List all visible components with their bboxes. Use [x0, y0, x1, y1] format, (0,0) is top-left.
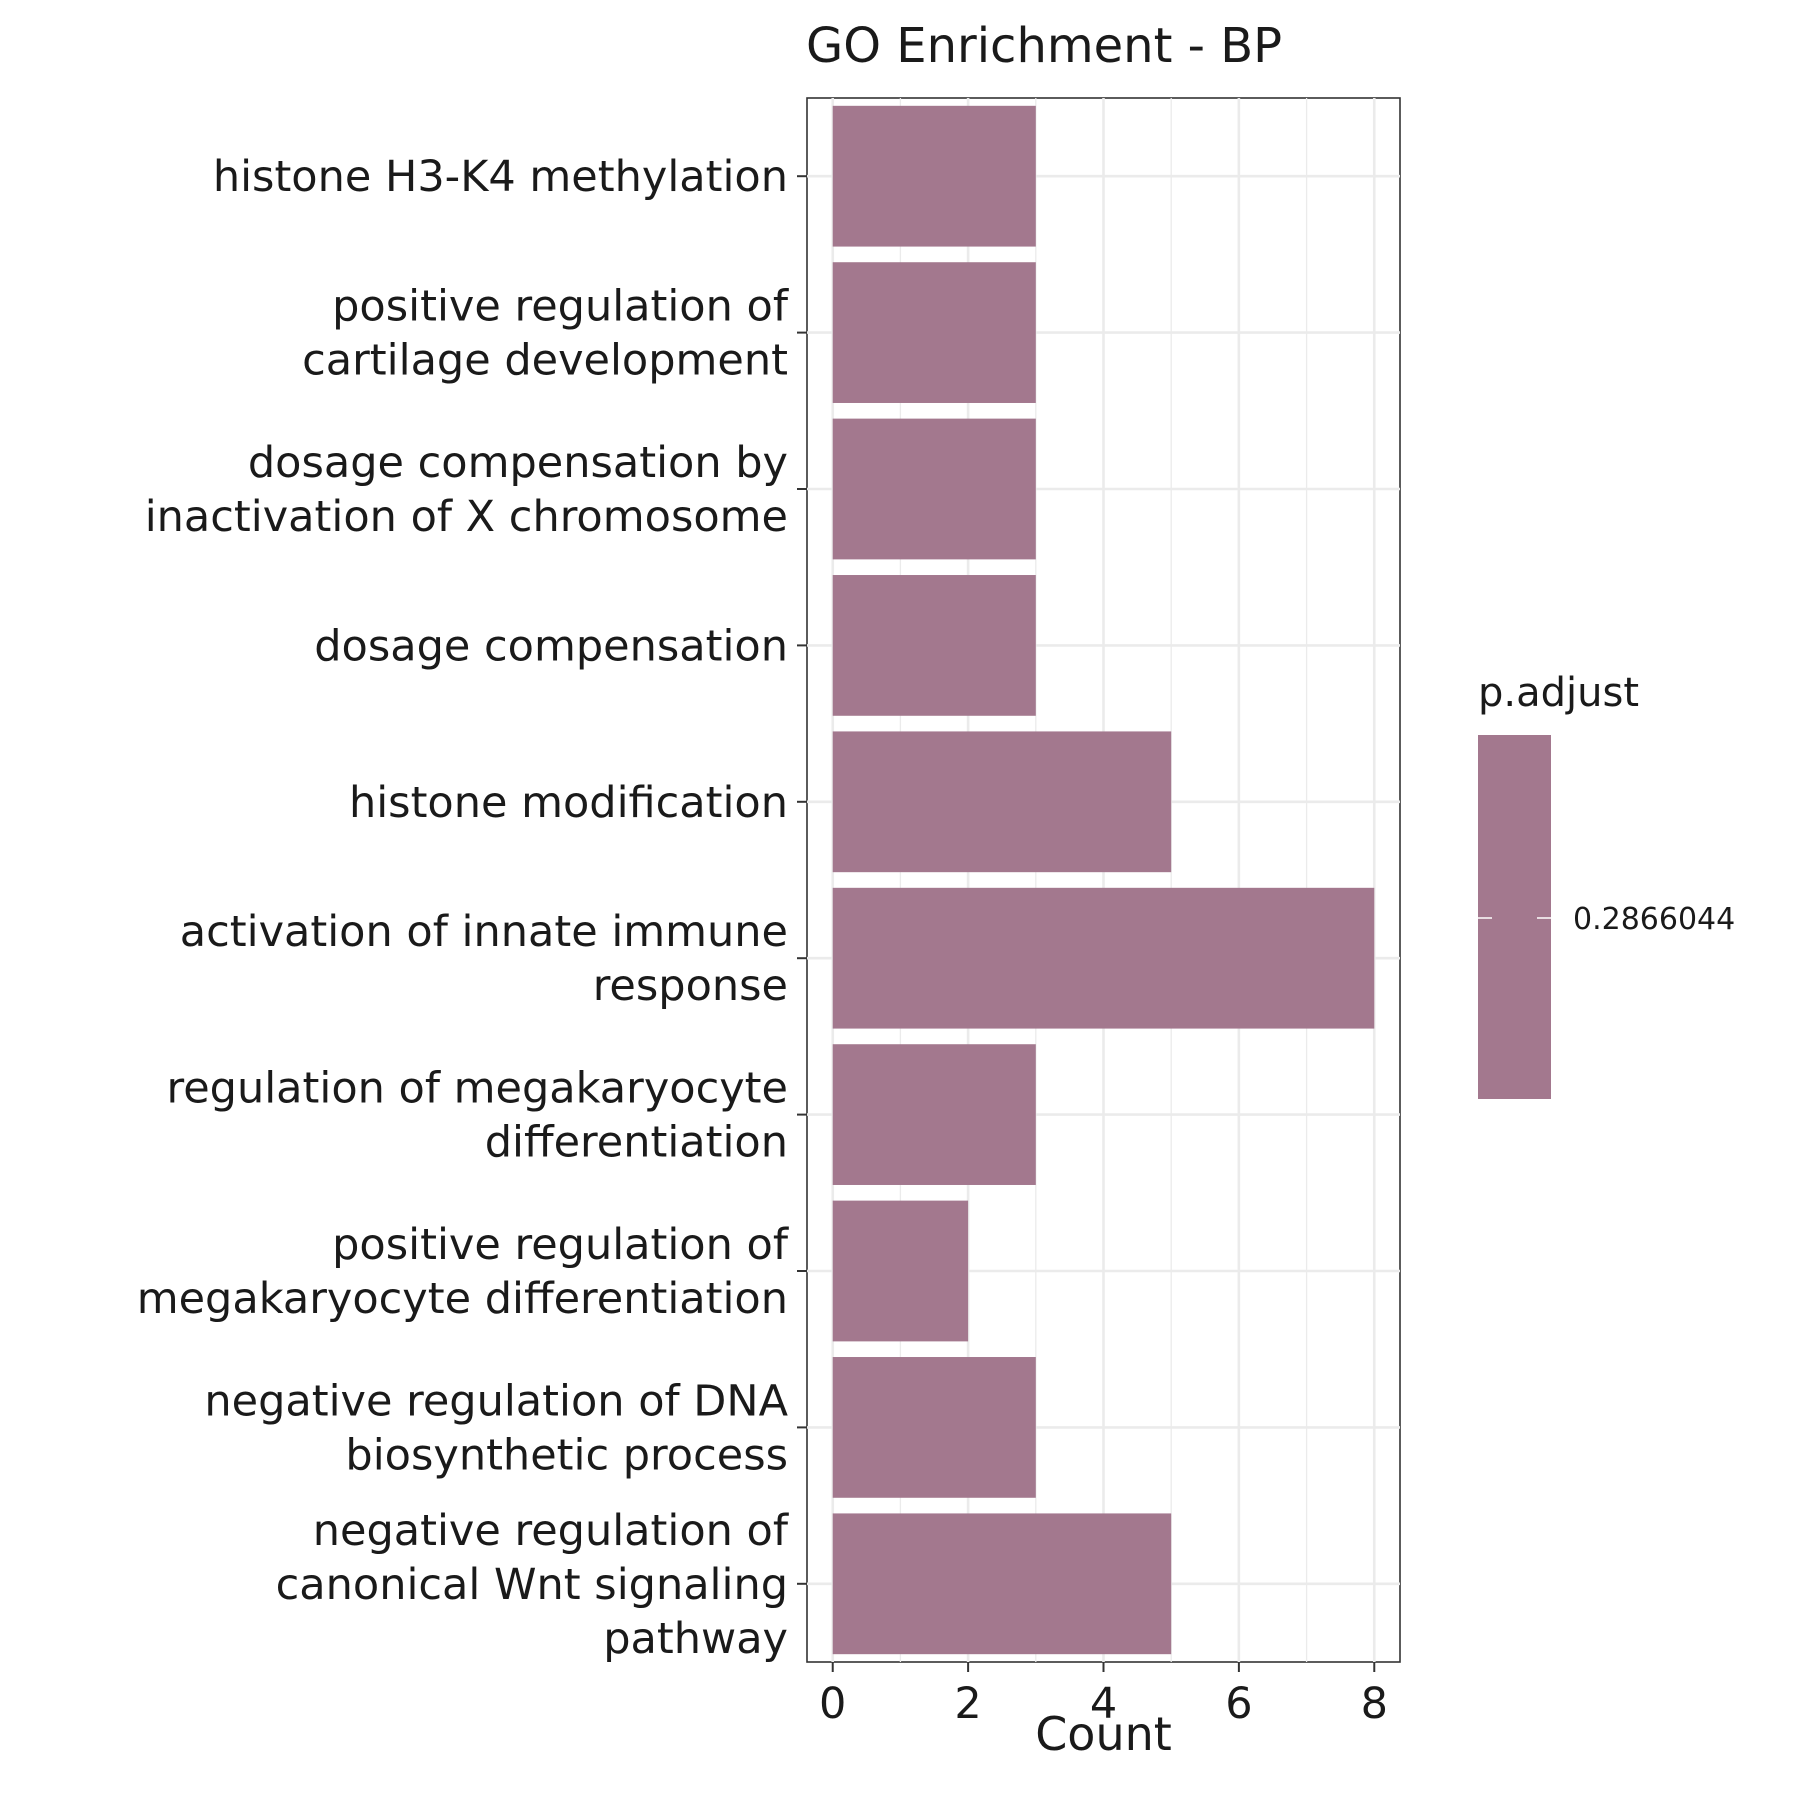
x-axis-label: Count	[1035, 1707, 1172, 1761]
y-axis-label-line: dosage compensation	[314, 621, 788, 671]
x-tick-label: 0	[819, 1679, 846, 1729]
y-axis-label-line: pathway	[603, 1614, 788, 1664]
y-axis-label-line: regulation of megakaryocyte	[166, 1064, 788, 1114]
y-axis-label-line: differentiation	[485, 1118, 788, 1168]
x-tick-label: 4	[1090, 1679, 1117, 1729]
y-axis-label-line: negative regulation of DNA	[204, 1376, 788, 1426]
legend-value-label: 0.2866044	[1573, 902, 1735, 937]
y-axis-label: positive regulation of cartilage developm…	[302, 282, 789, 386]
legend: p.adjust 0.2866044	[1478, 670, 1735, 1099]
y-axis-label: activation of innate immune response	[180, 907, 788, 1011]
y-axis-label-line: canonical Wnt signaling	[276, 1560, 788, 1610]
bar	[832, 887, 1375, 1029]
x-tick-label: 8	[1361, 1679, 1388, 1729]
y-axis-label: histone H3-K4 methylation	[213, 152, 788, 202]
bar	[832, 418, 1036, 560]
y-axis-label-line: inactivation of X chromosome	[145, 492, 788, 542]
y-axis-label-line: biosynthetic process	[345, 1430, 788, 1480]
x-tick-label: 6	[1225, 1679, 1252, 1729]
y-axis-label-line: dosage compensation by	[248, 438, 788, 488]
y-axis-label: negative regulation of canonical Wnt sign…	[276, 1506, 789, 1664]
bar	[832, 1513, 1172, 1655]
y-axis-label-line: activation of innate immune	[180, 907, 788, 957]
y-axis-label-line: histone modification	[349, 778, 788, 828]
bar	[832, 731, 1172, 873]
y-axis-label-line: cartilage development	[302, 336, 788, 386]
bar	[832, 1044, 1036, 1185]
y-axis-label: regulation of megakaryocyte differentiati…	[166, 1064, 788, 1168]
y-axis-label-line: response	[593, 961, 788, 1011]
y-axis-label-line: megakaryocyte differentiation	[137, 1274, 788, 1324]
bar	[832, 1200, 969, 1342]
bar	[832, 262, 1036, 403]
y-axis-label-line: positive regulation of	[332, 282, 789, 332]
y-axis-labels: histone H3-K4 methylation positive regula…	[137, 152, 807, 1664]
x-axis-ticks: 0 2 4 6 8	[819, 1662, 1388, 1729]
bars	[832, 105, 1375, 1655]
legend-colorbar	[1478, 735, 1551, 1099]
y-axis-label: dosage compensation	[314, 621, 788, 671]
legend-title: p.adjust	[1478, 670, 1639, 716]
y-axis-label: dosage compensation by inactivation of X …	[145, 438, 788, 542]
y-axis-label-line: positive regulation of	[332, 1220, 789, 1270]
bar	[832, 105, 1036, 247]
x-tick-label: 2	[954, 1679, 981, 1729]
y-axis-label-line: histone H3-K4 methylation	[213, 152, 788, 202]
bar	[832, 1357, 1036, 1498]
y-axis-label: negative regulation of DNA biosynthetic p…	[204, 1376, 788, 1480]
y-axis-label-line: negative regulation of	[313, 1506, 789, 1556]
y-axis-label: positive regulation of megakaryocyte diff…	[137, 1220, 789, 1324]
bar	[832, 575, 1036, 716]
chart-title: GO Enrichment - BP	[806, 18, 1282, 74]
y-axis-label: histone modification	[349, 778, 788, 828]
